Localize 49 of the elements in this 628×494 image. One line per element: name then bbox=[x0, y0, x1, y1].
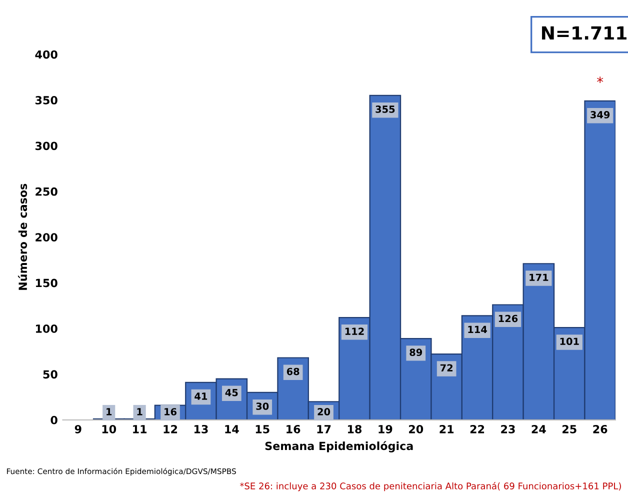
y-axis-title: Número de casos bbox=[18, 184, 28, 290]
data-label: 126 bbox=[498, 314, 518, 322]
data-label: 1 bbox=[137, 408, 142, 416]
data-label: 112 bbox=[345, 328, 364, 335]
data-label: 45 bbox=[225, 388, 238, 396]
x-tick-label: 16 bbox=[286, 424, 300, 434]
x-tick-label: 14 bbox=[225, 425, 239, 434]
x-tick-label: 17 bbox=[317, 425, 331, 434]
data-label: 101 bbox=[560, 338, 579, 346]
data-label: 72 bbox=[440, 364, 452, 372]
y-tick-label: 250 bbox=[36, 187, 58, 196]
y-tick-label: 50 bbox=[43, 370, 58, 379]
data-label: 20 bbox=[318, 408, 330, 416]
x-axis-title: Semana Epidemiológica bbox=[265, 441, 413, 452]
x-tick-label: 9 bbox=[74, 424, 82, 434]
x-tick-label: 19 bbox=[378, 424, 392, 434]
y-tick-label: 200 bbox=[36, 233, 58, 242]
data-label: 355 bbox=[376, 106, 395, 113]
x-tick-label: 25 bbox=[562, 424, 576, 434]
x-tick-label: 22 bbox=[470, 424, 484, 434]
y-tick-label: 400 bbox=[35, 50, 58, 59]
x-tick-label: 15 bbox=[256, 425, 270, 434]
text: *SE 26: incluye a 230 Casos de penitenciaria Alto Paraná( 69 Funcionarios+161 PPL) bbox=[240, 482, 621, 492]
data-label: 41 bbox=[194, 392, 208, 400]
data-label: 89 bbox=[410, 348, 422, 356]
x-tick-label: 23 bbox=[501, 424, 515, 434]
x-tick-label: 11 bbox=[133, 425, 147, 434]
x-tick-label: 18 bbox=[348, 424, 362, 434]
x-tick-label: 21 bbox=[440, 424, 454, 434]
y-tick-label: 100 bbox=[36, 324, 58, 333]
x-tick-label: 20 bbox=[409, 424, 424, 434]
x-tick-label: 24 bbox=[532, 424, 546, 434]
x-tick-label: 12 bbox=[164, 424, 178, 434]
data-label: 171 bbox=[530, 274, 548, 281]
text: N=1.711 bbox=[542, 26, 626, 40]
y-tick-label: 350 bbox=[35, 96, 58, 104]
data-label: 16 bbox=[164, 408, 176, 416]
data-label: 68 bbox=[286, 368, 300, 376]
data-label: 30 bbox=[256, 402, 269, 410]
x-tick-label: 13 bbox=[194, 424, 208, 434]
data-label: 1 bbox=[106, 408, 112, 416]
x-tick-label: 10 bbox=[102, 424, 116, 434]
x-tick-label: 26 bbox=[593, 424, 608, 434]
y-tick-label: 150 bbox=[36, 278, 58, 288]
annotation: * bbox=[597, 76, 604, 83]
y-tick-label: 300 bbox=[35, 142, 58, 150]
data-label: 349 bbox=[590, 111, 610, 118]
y-tick-label: 0 bbox=[50, 416, 58, 424]
data-label: 114 bbox=[468, 326, 487, 334]
